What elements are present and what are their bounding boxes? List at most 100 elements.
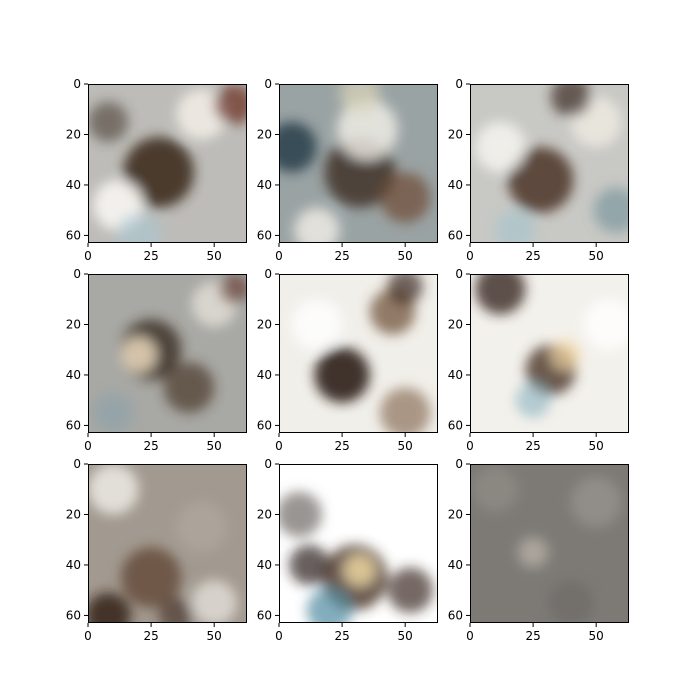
- panel-image: [279, 464, 438, 623]
- y-tick-label: 20: [66, 127, 81, 141]
- axes-panel-1: 0 25 50 0 20 40 60: [66, 77, 247, 263]
- y-tick-label: 20: [257, 127, 272, 141]
- image-blob: [93, 392, 134, 433]
- y-tick-label: 0: [264, 457, 272, 471]
- y-tick-label: 40: [257, 368, 272, 382]
- image-blob: [120, 337, 157, 373]
- y-tick-label: 0: [264, 77, 272, 91]
- y-tick-label: 0: [73, 267, 81, 281]
- image-blob: [123, 137, 194, 208]
- y-tick-label: 60: [257, 608, 272, 622]
- x-tick-label: 0: [275, 629, 283, 643]
- axes-frame: [88, 464, 247, 623]
- image-blob: [387, 274, 423, 305]
- y-tick-label: 0: [455, 77, 463, 91]
- y-tick-label: 60: [448, 608, 463, 622]
- x-tick-label: 25: [143, 249, 158, 263]
- x-tick-label: 25: [525, 439, 540, 453]
- image-blob: [219, 274, 247, 305]
- x-tick-label: 25: [334, 629, 349, 643]
- image-blob: [515, 382, 551, 418]
- axes-panel-4: 0 25 50 0 20 40 60: [66, 267, 247, 453]
- image-blob: [570, 476, 622, 528]
- axes-panel-2: 0 25 50 0 20 40 60: [257, 77, 438, 263]
- y-tick-label: 20: [448, 127, 463, 141]
- image-blob: [339, 84, 380, 115]
- panel-image: [88, 274, 247, 433]
- panel-image: [88, 84, 247, 243]
- x-tick-label: 0: [84, 249, 92, 263]
- image-blob: [548, 580, 594, 623]
- y-tick-label: 60: [66, 418, 81, 432]
- y-tick-label: 20: [448, 317, 463, 331]
- axes-frame: [470, 84, 629, 243]
- y-tick-label: 20: [257, 507, 272, 521]
- image-blob: [475, 274, 526, 315]
- y-tick-label: 60: [66, 228, 81, 242]
- axes-frame: [470, 274, 629, 433]
- x-tick-label: 50: [589, 249, 604, 263]
- axes-panel-9: 0 25 50 0 20 40 60: [448, 457, 629, 643]
- axes-panel-5: 0 25 50 0 20 40 60: [257, 267, 438, 453]
- image-blob: [314, 347, 370, 403]
- axes-panel-6: 0 25 50 0 20 40 60: [448, 267, 629, 453]
- axes-frame: [279, 464, 438, 623]
- y-tick-label: 40: [66, 368, 81, 382]
- y-tick-label: 40: [66, 558, 81, 572]
- x-tick-label: 0: [466, 629, 474, 643]
- y-tick-label: 20: [66, 507, 81, 521]
- panel-image: [470, 84, 629, 243]
- y-tick-label: 60: [448, 418, 463, 432]
- x-tick-label: 25: [334, 439, 349, 453]
- panel-image: [470, 464, 629, 623]
- image-blob: [379, 172, 431, 223]
- image-blob: [583, 299, 629, 350]
- image-blob: [475, 121, 526, 173]
- image-blob: [337, 99, 398, 160]
- image-blob: [191, 580, 237, 623]
- image-blob: [88, 101, 129, 143]
- x-tick-label: 0: [275, 249, 283, 263]
- y-tick-label: 40: [448, 558, 463, 572]
- y-tick-label: 0: [73, 77, 81, 91]
- x-tick-label: 0: [275, 439, 283, 453]
- image-blob: [507, 147, 574, 213]
- panel-image: [88, 464, 247, 623]
- axes-panel-8: 0 25 50 0 20 40 60: [257, 457, 438, 643]
- y-tick-label: 20: [257, 317, 272, 331]
- image-blob: [176, 89, 227, 140]
- image-blob: [158, 597, 194, 623]
- x-tick-label: 0: [466, 439, 474, 453]
- image-blob: [120, 547, 182, 608]
- axes-panel-3: 0 25 50 0 20 40 60: [448, 77, 629, 263]
- image-blob: [306, 587, 353, 623]
- y-tick-label: 0: [264, 267, 272, 281]
- image-blob: [88, 464, 139, 515]
- panel-image: [279, 84, 438, 243]
- axes-frame: [88, 274, 247, 433]
- x-tick-label: 25: [143, 439, 158, 453]
- x-tick-label: 50: [589, 439, 604, 453]
- y-tick-label: 60: [448, 228, 463, 242]
- x-tick-label: 50: [589, 629, 604, 643]
- axes-frame: [88, 84, 247, 243]
- image-blob: [279, 121, 317, 173]
- y-tick-label: 0: [73, 457, 81, 471]
- x-tick-label: 50: [398, 249, 413, 263]
- x-tick-label: 50: [207, 439, 222, 453]
- image-blob: [291, 299, 343, 350]
- image-blob: [550, 339, 582, 370]
- image-blob: [294, 207, 340, 243]
- x-tick-label: 0: [466, 249, 474, 263]
- image-blob: [279, 491, 322, 538]
- image-blob: [550, 84, 592, 117]
- image-blob: [517, 537, 549, 568]
- image-blob: [115, 212, 162, 243]
- y-tick-label: 40: [448, 368, 463, 382]
- image-blob: [495, 210, 536, 243]
- y-tick-label: 60: [257, 418, 272, 432]
- axes-frame: [279, 274, 438, 433]
- image-blob: [214, 84, 247, 125]
- image-blob: [289, 544, 330, 586]
